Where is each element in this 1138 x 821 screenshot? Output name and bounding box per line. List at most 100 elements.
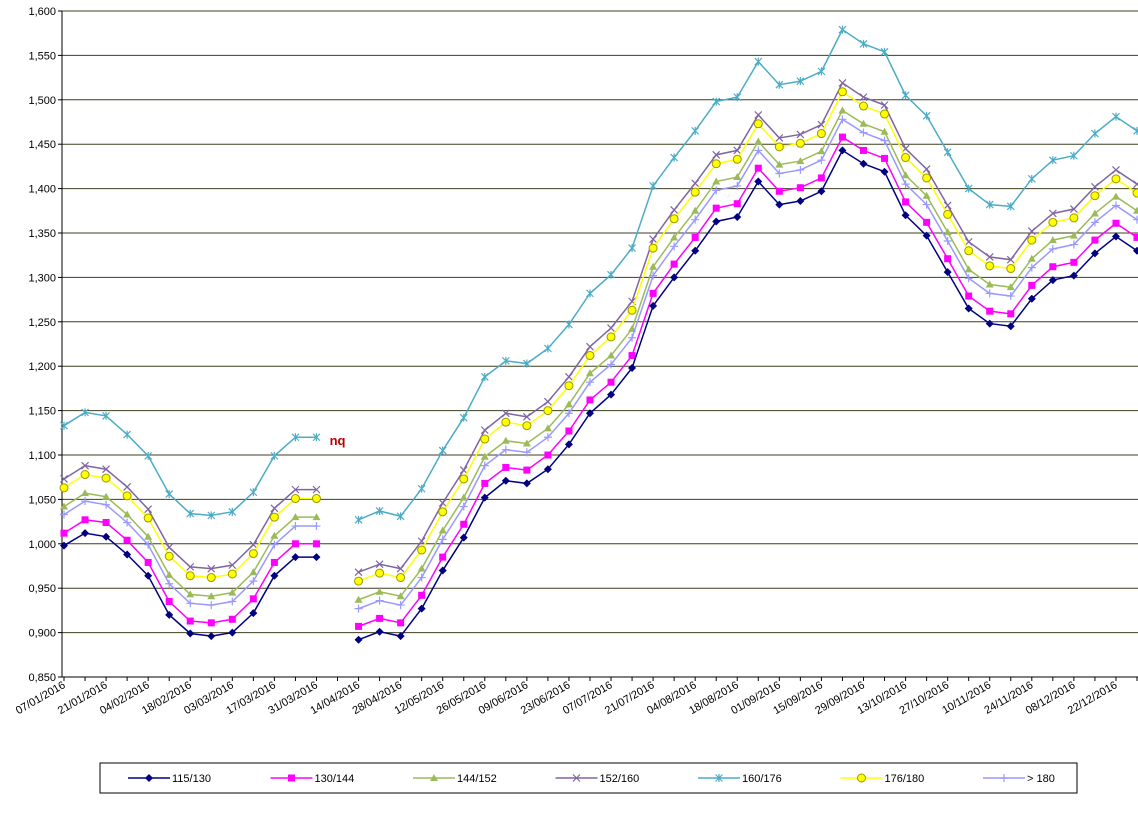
marker xyxy=(438,507,448,517)
marker xyxy=(438,446,447,455)
marker xyxy=(291,540,299,548)
marker xyxy=(1090,209,1099,217)
marker xyxy=(838,115,847,124)
marker xyxy=(312,522,321,531)
marker xyxy=(81,516,89,524)
y-tick-label: 1,300 xyxy=(28,272,56,284)
marker xyxy=(123,536,131,544)
marker xyxy=(649,271,658,280)
marker xyxy=(186,562,195,571)
series xyxy=(60,25,1138,524)
marker xyxy=(649,289,657,297)
marker xyxy=(1112,219,1120,227)
marker xyxy=(249,577,258,586)
marker xyxy=(838,133,846,141)
marker xyxy=(796,157,805,165)
marker xyxy=(165,490,174,499)
marker xyxy=(922,111,931,120)
marker xyxy=(1006,202,1015,211)
marker xyxy=(522,421,532,431)
marker xyxy=(165,570,174,578)
marker xyxy=(627,305,637,315)
marker xyxy=(754,177,763,186)
marker xyxy=(144,532,153,540)
marker xyxy=(417,484,426,493)
y-tick-label: 1,250 xyxy=(28,317,56,329)
marker xyxy=(796,130,805,139)
y-tick-label: 1,200 xyxy=(28,361,56,373)
marker xyxy=(775,187,783,195)
marker xyxy=(459,474,469,484)
marker xyxy=(439,553,447,561)
marker xyxy=(122,491,132,501)
y-tick-label: 1,450 xyxy=(28,139,56,151)
marker xyxy=(796,165,805,174)
marker xyxy=(585,369,594,377)
marker xyxy=(901,153,911,163)
marker xyxy=(290,494,300,504)
marker xyxy=(754,137,763,145)
marker xyxy=(207,601,216,610)
marker xyxy=(1069,151,1078,160)
marker xyxy=(1069,213,1079,223)
marker xyxy=(964,246,974,256)
marker xyxy=(102,500,111,509)
series-line xyxy=(358,81,1138,573)
marker xyxy=(480,434,490,444)
marker xyxy=(123,430,132,439)
marker xyxy=(1133,180,1138,189)
y-tick-label: 1,550 xyxy=(28,50,56,62)
marker xyxy=(754,164,762,172)
marker xyxy=(712,186,721,195)
marker xyxy=(354,568,363,577)
marker xyxy=(901,171,910,179)
marker xyxy=(480,461,489,470)
marker xyxy=(228,507,237,516)
marker xyxy=(754,110,763,119)
marker xyxy=(438,566,447,575)
marker xyxy=(60,529,68,537)
marker xyxy=(775,134,784,142)
marker xyxy=(565,427,573,435)
marker xyxy=(80,470,90,480)
marker xyxy=(544,451,552,459)
marker xyxy=(207,632,216,641)
marker xyxy=(1027,263,1036,272)
marker xyxy=(1048,156,1057,165)
marker xyxy=(880,109,890,119)
marker xyxy=(691,126,700,135)
marker xyxy=(649,262,658,270)
marker xyxy=(732,154,742,164)
marker xyxy=(922,191,931,199)
marker xyxy=(670,233,679,241)
marker xyxy=(1133,246,1138,255)
marker xyxy=(733,181,742,190)
marker xyxy=(1090,182,1099,191)
marker xyxy=(1027,294,1036,303)
y-tick-label: 0,950 xyxy=(28,583,56,595)
marker xyxy=(438,499,447,507)
marker xyxy=(649,181,658,190)
marker xyxy=(501,445,510,454)
marker xyxy=(817,174,825,182)
marker xyxy=(291,433,300,442)
marker xyxy=(585,409,594,418)
marker xyxy=(227,569,237,579)
marker xyxy=(186,590,195,598)
marker xyxy=(565,320,573,329)
marker xyxy=(417,573,426,582)
marker xyxy=(1090,191,1100,201)
marker xyxy=(376,614,384,622)
marker xyxy=(775,169,784,178)
marker xyxy=(206,573,216,583)
marker xyxy=(459,466,468,475)
marker xyxy=(1133,206,1138,214)
marker xyxy=(670,242,679,251)
marker xyxy=(753,119,763,129)
marker xyxy=(522,359,531,368)
marker xyxy=(354,515,363,524)
marker xyxy=(1048,244,1057,253)
marker xyxy=(186,629,195,638)
marker xyxy=(311,494,321,504)
marker xyxy=(943,236,952,245)
